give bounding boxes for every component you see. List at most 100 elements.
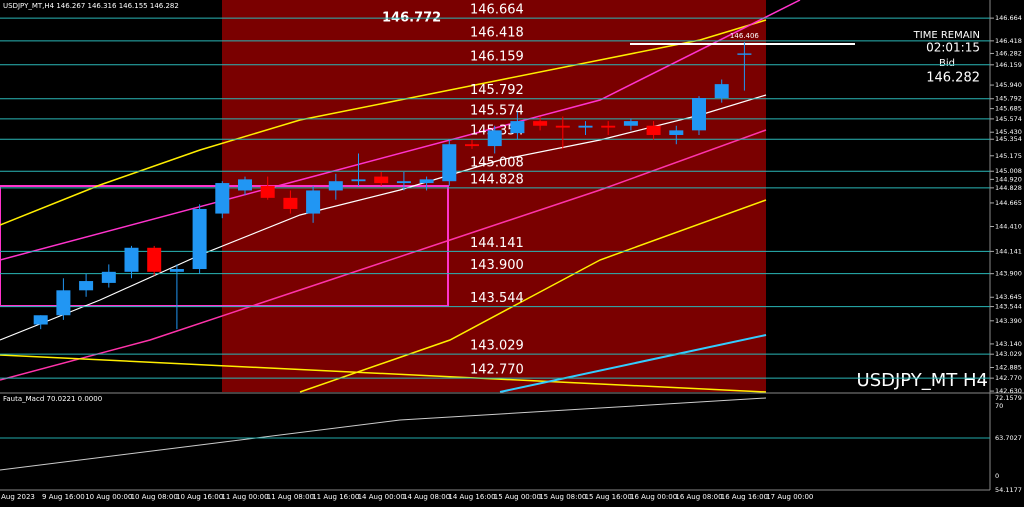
y-tick-label: 144.141 (995, 247, 1022, 255)
candle-body (669, 130, 684, 135)
bid-label: Bid (939, 58, 955, 69)
level-label: 145.574 (470, 103, 524, 118)
x-tick-label: 9 Aug 16:00 (42, 493, 85, 501)
y-tick-label: 145.175 (995, 152, 1022, 160)
macd-line (0, 397, 767, 471)
y-tick-label: 146.664 (995, 14, 1022, 22)
x-tick-label: 11 Aug 00:00 (221, 493, 268, 501)
y-tick-label: 144.665 (995, 199, 1022, 207)
candle-body (533, 121, 548, 126)
candle-body (555, 125, 570, 128)
y-tick-label: 144.828 (995, 184, 1022, 192)
macd-axis-label: 72.1579 (995, 394, 1022, 402)
y-tick-label: 142.770 (995, 374, 1022, 382)
candle-body (215, 183, 230, 214)
slow-line (0, 354, 767, 393)
candle-body (442, 144, 457, 182)
candle-body (646, 125, 661, 135)
level-label: 143.900 (470, 258, 524, 273)
candle-body (601, 125, 616, 128)
candle-body (328, 181, 343, 191)
candle-body (396, 181, 411, 184)
candle-body (465, 144, 479, 147)
macd-axis-label: 0 (995, 472, 999, 480)
candle-body (510, 121, 525, 134)
y-tick-label: 143.140 (995, 340, 1022, 348)
x-tick-label: 14 Aug 00:00 (358, 493, 405, 501)
y-tick-label: 146.418 (995, 37, 1022, 45)
y-tick-label: 145.430 (995, 128, 1022, 136)
y-tick-label: 142.885 (995, 364, 1022, 372)
x-tick-label: 16 Aug 00:00 (630, 493, 677, 501)
level-label: 143.029 (470, 339, 524, 354)
level-label: 146.664 (470, 3, 524, 18)
high-label: 146.406 (730, 32, 759, 40)
x-tick-label: 17 Aug 00:00 (766, 493, 813, 501)
candle-body (487, 130, 502, 147)
y-tick-label: 143.900 (995, 270, 1022, 278)
watermark: USDJPY_MT H4 (857, 370, 988, 391)
candle-body (714, 84, 729, 98)
y-tick-label: 145.354 (995, 135, 1022, 143)
candle-body (737, 53, 752, 55)
candle-body (33, 315, 48, 325)
level-label: 144.141 (470, 236, 524, 251)
channel-line (0, 0, 801, 261)
x-tick-label: 11 Aug 08:00 (267, 493, 314, 501)
y-tick-label: 146.159 (995, 61, 1022, 69)
candle-body (79, 281, 94, 291)
candle-body (419, 179, 434, 184)
y-tick-label: 143.390 (995, 317, 1022, 325)
candle-body (238, 179, 252, 191)
moving-average (0, 94, 767, 341)
band-upper (0, 19, 767, 226)
candle-body (623, 121, 638, 126)
x-tick-label: 15 Aug 00:00 (494, 493, 541, 501)
y-tick-label: 143.645 (995, 293, 1022, 301)
cyan-line (499, 334, 767, 393)
candle-body (351, 179, 366, 182)
x-tick-label: 15 Aug 16:00 (585, 493, 632, 501)
trend-line (0, 129, 767, 381)
chart-title: USDJPY_MT,H4 146.267 146.316 146.155 146… (3, 2, 179, 10)
candle-body (169, 269, 184, 272)
x-tick-label: 10 Aug 00:00 (85, 493, 132, 501)
candle-body (260, 185, 275, 198)
x-tick-label: 11 Aug 16:00 (312, 493, 359, 501)
level-label: 146.159 (470, 49, 524, 64)
candle-body (147, 247, 162, 272)
y-tick-label: 144.920 (995, 175, 1022, 183)
timer: 02:01:15 (926, 41, 980, 55)
macd-title: Fauta_Macd 70.0221 0.0000 (3, 395, 102, 403)
y-tick-label: 144.410 (995, 223, 1022, 231)
y-tick-label: 145.574 (995, 115, 1022, 123)
candle-body (578, 125, 593, 128)
candle-body (374, 176, 389, 184)
candle-body (306, 190, 321, 214)
candle-body (124, 247, 139, 272)
level-label: 142.770 (470, 363, 524, 378)
y-tick-label: 143.029 (995, 350, 1022, 358)
x-tick-label: 14 Aug 16:00 (448, 493, 495, 501)
x-tick-label: 10 Aug 16:00 (176, 493, 223, 501)
level-label: 146.418 (470, 25, 524, 40)
y-tick-label: 145.940 (995, 81, 1022, 89)
y-tick-label: 145.792 (995, 95, 1022, 103)
candle-body (101, 271, 116, 283)
y-tick-label: 146.282 (995, 49, 1022, 57)
macd-axis-label: 54.1177 (995, 486, 1022, 494)
macd-axis-label: 70 (995, 402, 1003, 410)
y-tick-label: 145.685 (995, 105, 1022, 113)
candle-body (56, 290, 71, 316)
time-remain: TIME REMAIN (913, 30, 980, 41)
y-tick-label: 142.630 (995, 387, 1022, 395)
candle-body (283, 197, 298, 209)
candle-body (692, 98, 706, 131)
x-tick-label: Aug 2023 (1, 493, 35, 501)
candle-body (192, 208, 207, 270)
level-label: 143.544 (470, 291, 524, 306)
level-label: 145.008 (470, 156, 524, 171)
y-tick-label: 143.544 (995, 303, 1022, 311)
bid: 146.282 (926, 71, 980, 86)
